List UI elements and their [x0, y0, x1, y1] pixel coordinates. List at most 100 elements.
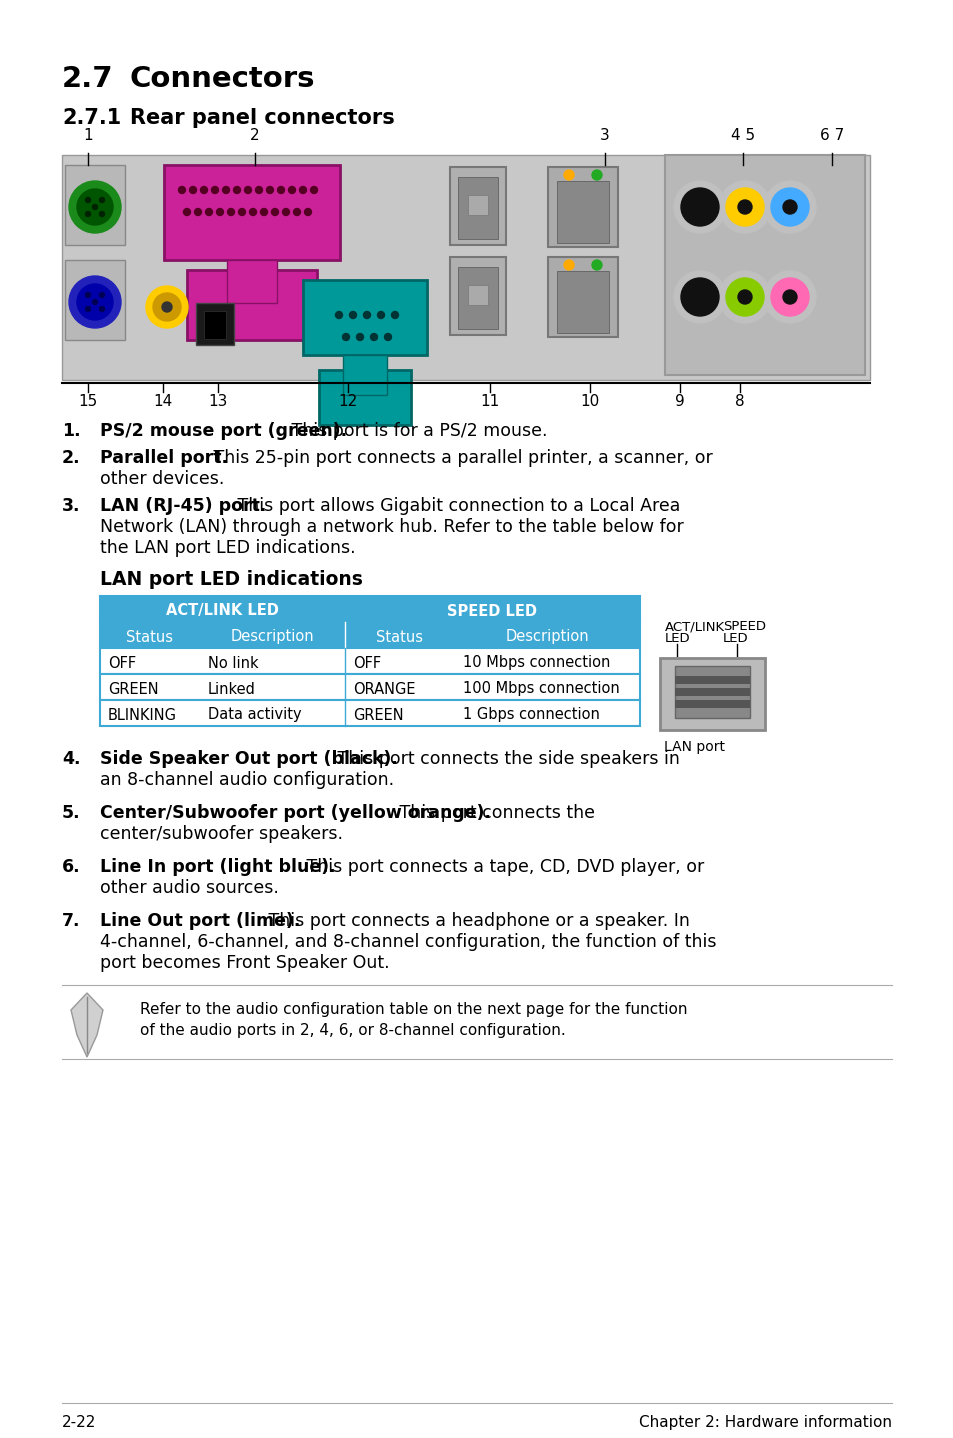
- Text: ACT/LINK: ACT/LINK: [664, 620, 724, 633]
- Circle shape: [370, 334, 377, 341]
- Text: Status: Status: [376, 630, 423, 644]
- Circle shape: [260, 209, 267, 216]
- Circle shape: [282, 209, 289, 216]
- Bar: [547, 167, 618, 247]
- Text: Connectors: Connectors: [130, 65, 315, 93]
- Text: No link: No link: [208, 656, 258, 670]
- Text: the LAN port LED indications.: the LAN port LED indications.: [100, 539, 355, 557]
- Bar: [204, 311, 226, 339]
- Text: 3: 3: [599, 128, 609, 142]
- Circle shape: [99, 197, 105, 203]
- Text: This port connects the side speakers in: This port connects the side speakers in: [333, 751, 679, 768]
- Bar: [100, 674, 639, 700]
- Text: 1 Gbps connection: 1 Gbps connection: [462, 707, 599, 722]
- Circle shape: [77, 188, 112, 224]
- Bar: [100, 595, 639, 623]
- Text: 4 5: 4 5: [730, 128, 754, 142]
- Text: 12: 12: [338, 394, 357, 408]
- Text: 13: 13: [208, 394, 228, 408]
- Circle shape: [310, 187, 317, 194]
- Text: This 25-pin port connects a parallel printer, a scanner, or: This 25-pin port connects a parallel pri…: [209, 449, 713, 467]
- Circle shape: [304, 209, 312, 216]
- Circle shape: [272, 209, 278, 216]
- Text: LAN port: LAN port: [664, 741, 724, 754]
- Bar: [65, 165, 125, 244]
- Bar: [659, 659, 764, 731]
- Circle shape: [212, 187, 218, 194]
- Circle shape: [277, 187, 284, 194]
- Bar: [468, 196, 488, 216]
- Circle shape: [152, 293, 181, 321]
- Circle shape: [592, 260, 601, 270]
- Text: OFF: OFF: [108, 656, 136, 670]
- Text: ACT/LINK LED: ACT/LINK LED: [166, 604, 278, 618]
- Circle shape: [255, 187, 262, 194]
- Circle shape: [92, 299, 97, 305]
- Circle shape: [216, 209, 223, 216]
- Circle shape: [194, 209, 201, 216]
- Circle shape: [377, 312, 384, 318]
- Text: This port allows Gigabit connection to a Local Area: This port allows Gigabit connection to a…: [232, 498, 679, 515]
- Text: 1.: 1.: [62, 421, 81, 440]
- Circle shape: [99, 211, 105, 217]
- Circle shape: [738, 290, 751, 303]
- Bar: [227, 260, 276, 303]
- Text: SPEED: SPEED: [722, 620, 765, 633]
- Circle shape: [99, 292, 105, 298]
- Circle shape: [266, 187, 274, 194]
- Circle shape: [86, 211, 91, 217]
- Text: LAN (RJ-45) port.: LAN (RJ-45) port.: [100, 498, 266, 515]
- Circle shape: [770, 188, 808, 226]
- Text: other audio sources.: other audio sources.: [100, 879, 278, 897]
- Bar: [557, 181, 608, 243]
- Circle shape: [162, 302, 172, 312]
- Circle shape: [233, 187, 240, 194]
- Text: 8: 8: [735, 394, 744, 408]
- Circle shape: [69, 181, 121, 233]
- Text: Network (LAN) through a network hub. Refer to the table below for: Network (LAN) through a network hub. Ref…: [100, 518, 683, 536]
- Text: 7.: 7.: [62, 912, 80, 930]
- Circle shape: [563, 260, 574, 270]
- Text: This port connects a headphone or a speaker. In: This port connects a headphone or a spea…: [262, 912, 689, 930]
- Text: 2.: 2.: [62, 449, 81, 467]
- Circle shape: [592, 170, 601, 180]
- Circle shape: [673, 181, 725, 233]
- Polygon shape: [71, 994, 103, 1057]
- Text: Line In port (light blue).: Line In port (light blue).: [100, 858, 335, 876]
- Text: SPEED LED: SPEED LED: [447, 604, 537, 618]
- Circle shape: [250, 209, 256, 216]
- Bar: [100, 700, 639, 726]
- Circle shape: [86, 292, 91, 298]
- Text: of the audio ports in 2, 4, 6, or 8-channel configuration.: of the audio ports in 2, 4, 6, or 8-chan…: [140, 1022, 565, 1038]
- Bar: [557, 270, 608, 334]
- Bar: [547, 257, 618, 336]
- Bar: [675, 666, 749, 718]
- Bar: [318, 370, 411, 426]
- Text: GREEN: GREEN: [108, 682, 158, 696]
- Circle shape: [738, 200, 751, 214]
- Text: LED: LED: [664, 631, 690, 646]
- Circle shape: [782, 200, 796, 214]
- Circle shape: [349, 312, 356, 318]
- Text: BLINKING: BLINKING: [108, 707, 177, 722]
- Bar: [450, 257, 505, 335]
- Text: 10 Mbps connection: 10 Mbps connection: [462, 656, 610, 670]
- Text: 5.: 5.: [62, 804, 81, 823]
- Circle shape: [384, 334, 391, 341]
- Bar: [187, 270, 316, 339]
- Circle shape: [342, 334, 349, 341]
- Text: Chapter 2: Hardware information: Chapter 2: Hardware information: [639, 1415, 891, 1429]
- Text: Side Speaker Out port (black).: Side Speaker Out port (black).: [100, 751, 397, 768]
- Circle shape: [363, 312, 370, 318]
- Circle shape: [178, 187, 185, 194]
- Circle shape: [725, 278, 763, 316]
- Circle shape: [146, 286, 188, 328]
- Circle shape: [288, 187, 295, 194]
- Circle shape: [244, 187, 252, 194]
- Circle shape: [673, 270, 725, 324]
- Text: 3.: 3.: [62, 498, 80, 515]
- Text: 11: 11: [480, 394, 499, 408]
- Text: center/subwoofer speakers.: center/subwoofer speakers.: [100, 825, 343, 843]
- Text: other devices.: other devices.: [100, 470, 224, 487]
- Circle shape: [227, 209, 234, 216]
